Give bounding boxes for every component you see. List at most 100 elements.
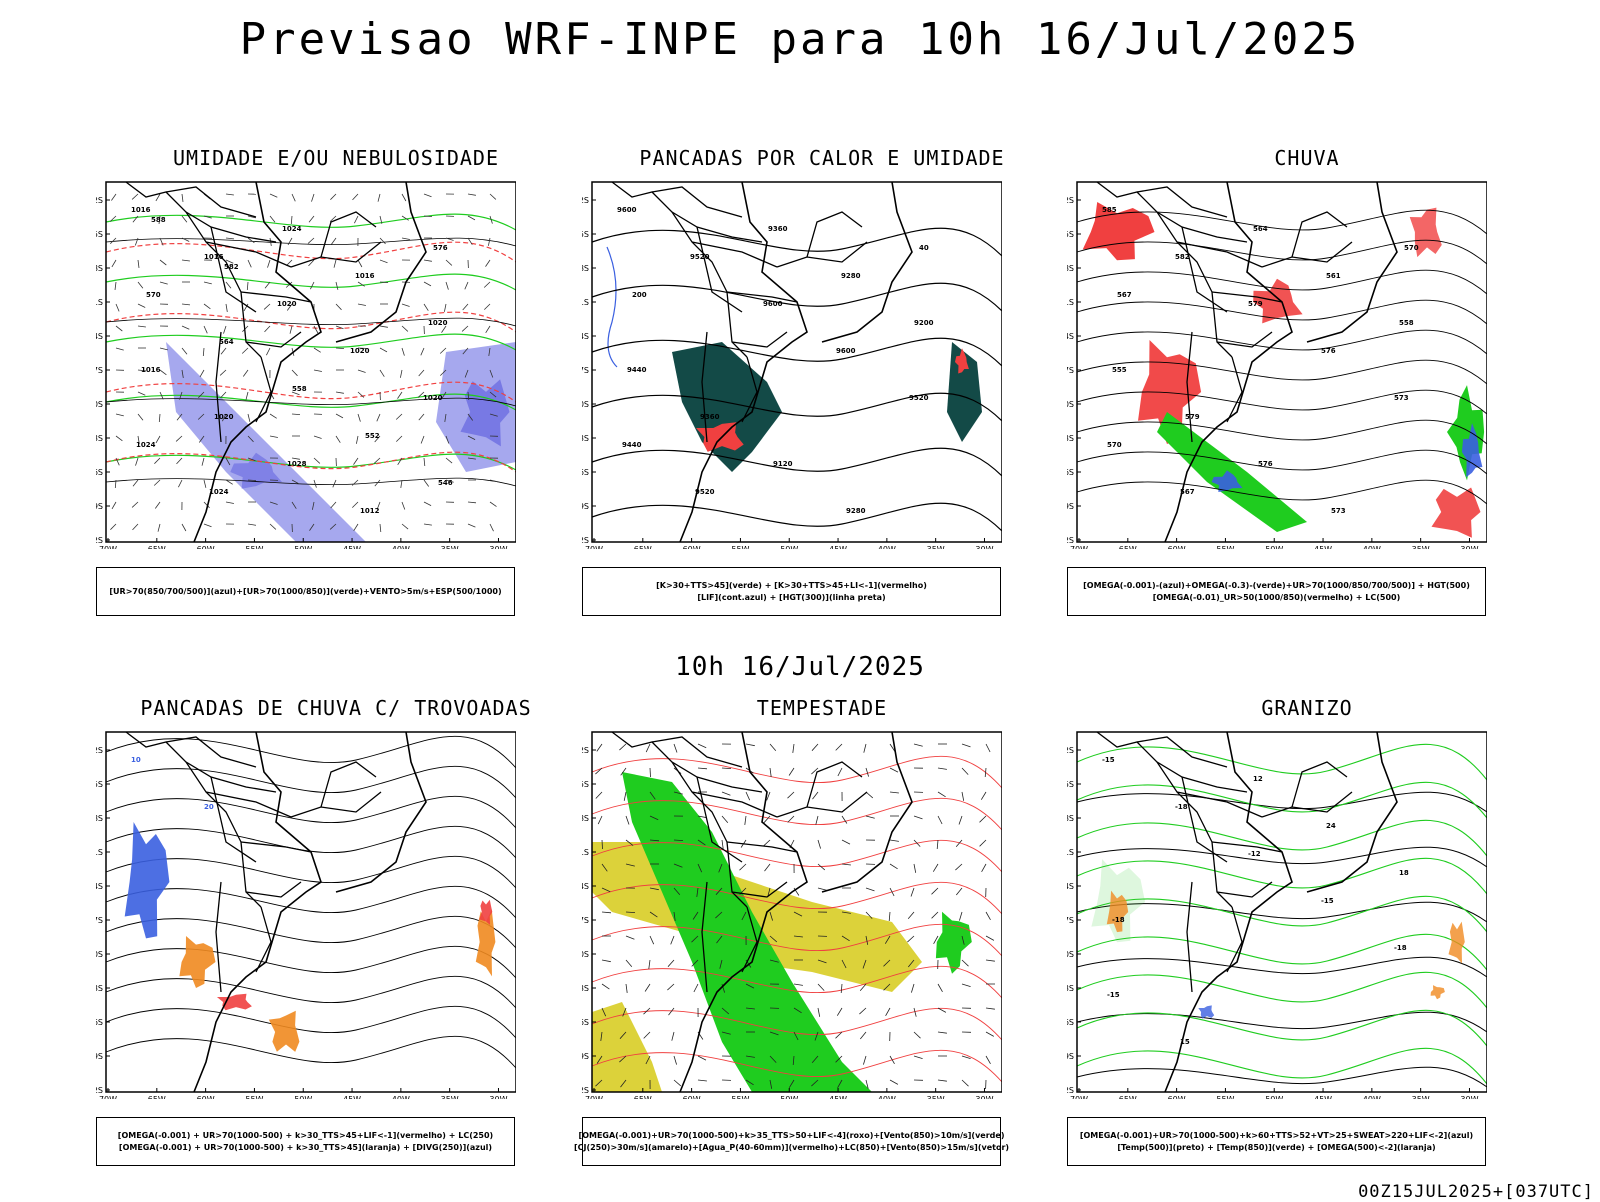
lon-tick-label: 35W — [1412, 1095, 1430, 1099]
lon-tick-label: 40W — [1363, 545, 1381, 549]
lat-tick-label: 33S — [582, 984, 589, 993]
lon-tick-label: 35W — [441, 1095, 459, 1099]
contour-label: 1024 — [282, 225, 302, 233]
lon-tick-label: 70W — [1070, 545, 1088, 549]
contour-label: -15 — [1107, 991, 1120, 999]
forecast-map: 5855825795765735705675645615585555795765… — [1067, 176, 1487, 549]
lat-tick-label: 30S — [1067, 950, 1074, 959]
lat-tick-label: 21S — [582, 848, 589, 857]
legend-line: [Temp(500)](preto) + [Temp(850)](verde) … — [1117, 1142, 1435, 1154]
lon-tick-label: 45W — [1314, 545, 1332, 549]
contour-label: 567 — [1117, 291, 1132, 299]
lat-tick-label: 36S — [582, 1018, 589, 1027]
lat-tick-label: 39S — [582, 1052, 589, 1061]
legend-line: [OMEGA(-0.001) + UR>70(1000-500) + k>30_… — [118, 1130, 493, 1142]
lon-tick-label: 45W — [829, 1095, 847, 1099]
lon-tick-label: 65W — [1119, 1095, 1137, 1099]
contour-label: 558 — [292, 385, 307, 393]
contour-label: 9120 — [773, 460, 793, 468]
lon-tick-label: 55W — [1216, 1095, 1234, 1099]
panel-legend: [OMEGA(-0.001) + UR>70(1000-500) + k>30_… — [96, 1117, 515, 1166]
contour-label: 12 — [1253, 775, 1263, 783]
forecast-map: 12S15S18S21S24S27S30S33S36S39S42S70W65W6… — [582, 726, 1002, 1099]
lat-tick-label: 36S — [1067, 468, 1074, 477]
legend-line: [OMEGA(-0.001)+UR>70(1000-500)+k>60+TTS>… — [1080, 1130, 1473, 1142]
contour-label: 1020 — [350, 347, 370, 355]
contour-label: 18 — [1399, 869, 1409, 877]
lon-tick-label: 50W — [294, 1095, 312, 1099]
lat-tick-label: 42S — [96, 536, 103, 545]
lat-tick-label: 12S — [582, 196, 589, 205]
contour-label: 20 — [204, 803, 214, 811]
lat-tick-label: 36S — [582, 468, 589, 477]
lat-tick-label: 18S — [1067, 264, 1074, 273]
contour-label: 1020 — [423, 394, 443, 402]
lat-tick-label: 18S — [96, 814, 103, 823]
lon-tick-label: 55W — [1216, 545, 1234, 549]
lat-tick-label: 24S — [96, 882, 103, 891]
contour-label: 555 — [1112, 366, 1127, 374]
lon-tick-label: 70W — [1070, 1095, 1088, 1099]
lon-tick-label: 60W — [197, 1095, 215, 1099]
panel-legend: [OMEGA(-0.001)+UR>70(1000-500)+k>60+TTS>… — [1067, 1117, 1486, 1166]
contour-label: -12 — [1248, 850, 1261, 858]
forecast-map: 1016101610201020102010241024102410161020… — [96, 176, 516, 549]
lon-tick-label: 65W — [148, 1095, 166, 1099]
lat-tick-label: 15S — [96, 780, 103, 789]
lon-tick-label: 45W — [829, 545, 847, 549]
contour-label: 9280 — [841, 272, 861, 280]
lon-tick-label: 35W — [1412, 545, 1430, 549]
contour-label: 582 — [1175, 253, 1190, 261]
panel-tempestade: TEMPESTADE 12S15S18S21S24S27S30S33S36S39… — [572, 696, 1072, 1166]
contour-label: 1020 — [214, 413, 234, 421]
lat-tick-label: 36S — [96, 468, 103, 477]
lon-tick-label: 70W — [99, 1095, 117, 1099]
lat-tick-label: 36S — [96, 1018, 103, 1027]
lat-tick-label: 33S — [96, 984, 103, 993]
contour-label: 561 — [1326, 272, 1341, 280]
contour-label: 9600 — [836, 347, 856, 355]
lon-tick-label: 55W — [245, 1095, 263, 1099]
lon-tick-label: 40W — [878, 1095, 896, 1099]
lon-tick-label: 60W — [197, 545, 215, 549]
contour-label: 1020 — [428, 319, 448, 327]
lon-tick-label: 65W — [634, 1095, 652, 1099]
contour-label: 576 — [1258, 460, 1273, 468]
lat-tick-label: 24S — [1067, 332, 1074, 341]
contour-label: 1016 — [131, 206, 151, 214]
lon-tick-label: 35W — [927, 1095, 945, 1099]
lat-tick-label: 42S — [582, 536, 589, 545]
lon-tick-label: 60W — [683, 1095, 701, 1099]
contour-label: 1024 — [136, 441, 156, 449]
lon-tick-label: 60W — [1168, 1095, 1186, 1099]
lat-tick-label: 27S — [96, 916, 103, 925]
lat-tick-label: 42S — [582, 1086, 589, 1095]
contour-label: 582 — [224, 263, 239, 271]
lon-tick-label: 30W — [975, 1095, 993, 1099]
panel-granizo: GRANIZO -15-18-12-15-18-1515122418-1812S… — [1057, 696, 1557, 1166]
legend-line: [UR>70(850/700/500)](azul)+[UR>70(1000/8… — [109, 586, 501, 598]
contour-label: 9360 — [700, 413, 720, 421]
contour-label: 9520 — [909, 394, 929, 402]
lat-tick-label: 27S — [582, 916, 589, 925]
lon-tick-label: 50W — [294, 545, 312, 549]
contour-label: 570 — [146, 291, 161, 299]
panel-title: CHUVA — [1057, 146, 1557, 170]
lon-tick-label: 60W — [683, 545, 701, 549]
lat-tick-label: 21S — [1067, 298, 1074, 307]
contour-label: 200 — [632, 291, 647, 299]
lat-tick-label: 27S — [1067, 366, 1074, 375]
lat-tick-label: 12S — [582, 746, 589, 755]
lon-tick-label: 70W — [99, 545, 117, 549]
lon-tick-label: 40W — [392, 1095, 410, 1099]
lat-tick-label: 21S — [582, 298, 589, 307]
lat-tick-label: 18S — [582, 814, 589, 823]
lat-tick-label: 21S — [96, 848, 103, 857]
contour-label: 9200 — [914, 319, 934, 327]
lat-tick-label: 18S — [1067, 814, 1074, 823]
lon-tick-label: 65W — [1119, 545, 1137, 549]
lon-tick-label: 50W — [780, 1095, 798, 1099]
lat-tick-label: 15S — [582, 230, 589, 239]
lat-tick-label: 24S — [582, 882, 589, 891]
